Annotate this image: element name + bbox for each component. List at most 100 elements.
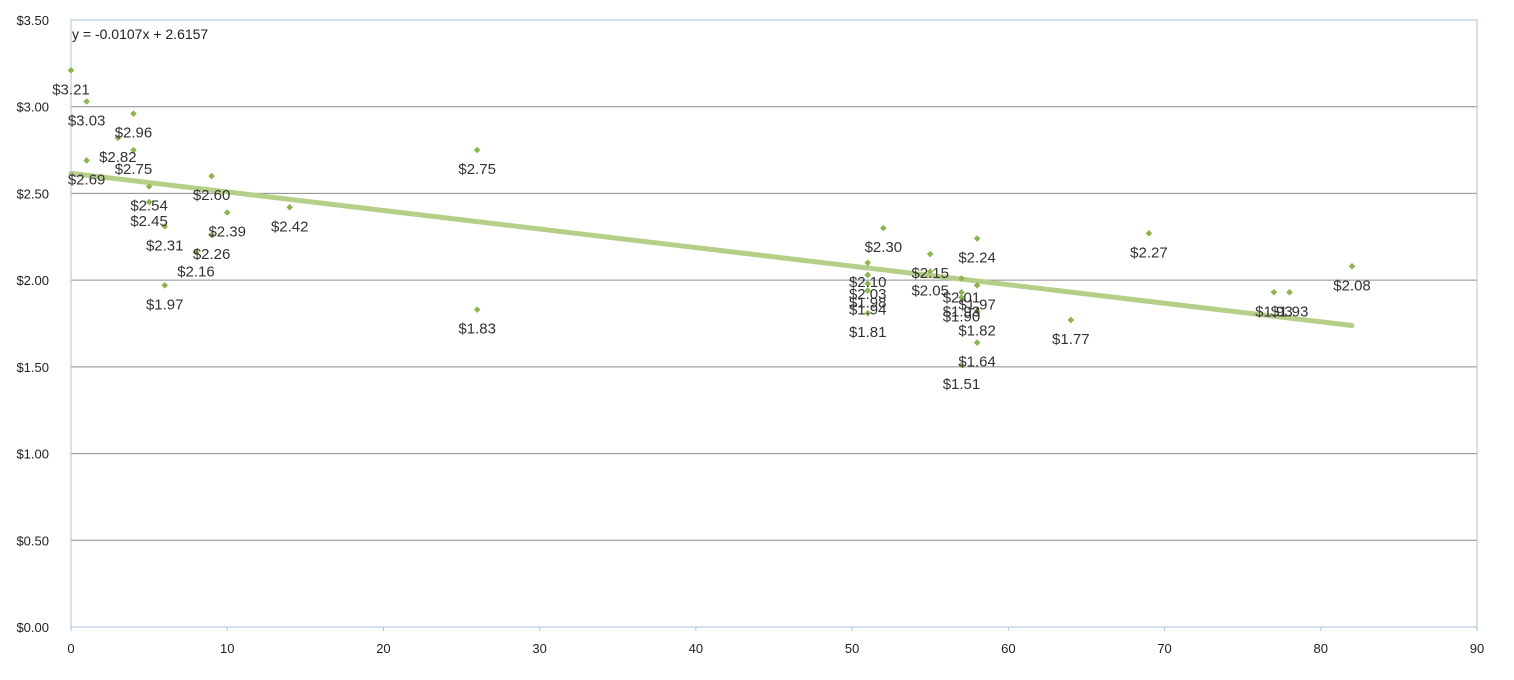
x-tick-label: 80	[1314, 641, 1328, 656]
data-point	[864, 259, 872, 267]
data-point-label: $2.60	[193, 187, 231, 204]
data-point-label: $2.54	[130, 197, 168, 214]
data-point-label: $2.75	[458, 161, 496, 178]
data-point	[67, 66, 75, 74]
y-tick-label: $3.00	[16, 100, 49, 115]
data-point	[161, 223, 169, 230]
data-point	[864, 271, 872, 279]
x-tick-label: 40	[689, 641, 703, 656]
data-point-label: $2.15	[911, 265, 949, 282]
data-point-label: $1.64	[958, 354, 996, 371]
data-point-label: $1.97	[958, 296, 996, 313]
data-point-label: $1.93	[943, 303, 981, 320]
data-point-label: $2.24	[958, 250, 996, 267]
data-point	[83, 157, 90, 164]
data-point	[864, 287, 872, 294]
data-point	[223, 209, 231, 216]
data-point-label: $2.45	[130, 213, 168, 230]
data-point-label: $1.51	[943, 376, 981, 393]
x-tick-label: 30	[532, 641, 546, 656]
data-labels: $3.21$3.03$2.96$2.82$2.75$2.69$2.60$2.54…	[52, 81, 1371, 393]
data-point-label: $2.96	[115, 125, 153, 142]
y-tick-label: $1.00	[16, 447, 49, 462]
data-point	[958, 361, 965, 369]
data-point	[1286, 288, 1293, 296]
data-point-label: $1.94	[849, 302, 887, 319]
data-point-label: $2.03	[849, 286, 887, 303]
data-point-label: $2.05	[911, 282, 949, 299]
data-point-label: $2.26	[193, 246, 231, 263]
y-tick-label: $2.50	[16, 186, 49, 201]
data-point-label: $3.03	[68, 113, 106, 130]
data-point	[130, 146, 137, 154]
data-point-label: $1.93	[1271, 303, 1309, 320]
data-point	[1348, 262, 1356, 270]
data-point	[161, 282, 169, 289]
data-point	[473, 306, 481, 313]
data-point-label: $1.98	[849, 295, 887, 312]
data-point-label: $2.69	[68, 171, 106, 188]
data-point	[958, 275, 965, 282]
plot-area-frame	[70, 19, 1478, 628]
data-point-label: $2.42	[271, 218, 309, 235]
data-point-label: $1.77	[1052, 331, 1090, 348]
y-tick-label: $0.00	[16, 620, 49, 635]
data-point	[208, 172, 215, 180]
data-point	[208, 231, 215, 239]
data-point	[83, 98, 90, 105]
y-tick-label: $1.50	[16, 360, 49, 375]
data-point	[973, 339, 981, 346]
trendline-equation: y = -0.0107x + 2.6157	[72, 26, 208, 42]
gridlines	[71, 106, 1477, 541]
data-point	[473, 146, 481, 154]
y-tick-label: $0.50	[16, 533, 49, 548]
data-point-label: $1.90	[943, 308, 981, 325]
x-tick-label: 90	[1470, 641, 1484, 656]
data-point	[114, 134, 122, 142]
data-point-label: $2.27	[1130, 244, 1168, 261]
data-point-label: $1.82	[958, 322, 996, 339]
data-point	[973, 282, 981, 289]
data-point	[958, 294, 965, 301]
data-point	[286, 204, 294, 211]
data-point	[145, 198, 153, 206]
data-point-label: $1.97	[146, 296, 184, 313]
data-point-label: $2.31	[146, 237, 184, 254]
data-point-label: $1.93	[1255, 303, 1293, 320]
data-point-label: $2.01	[943, 289, 981, 306]
data-point-label: $2.39	[208, 224, 246, 241]
data-point	[1270, 288, 1278, 296]
x-tick-label: 50	[845, 641, 859, 656]
data-point	[130, 110, 137, 117]
data-point-label: $2.75	[115, 161, 153, 178]
data-point	[1067, 316, 1075, 324]
data-point-label: $2.16	[177, 263, 215, 280]
data-point-label: $2.08	[1333, 277, 1371, 294]
y-axis-ticks: $0.00 $0.50 $1.00 $1.50 $2.00 $2.50 $3.00 $3.50	[16, 13, 49, 635]
x-tick-label: 60	[1001, 641, 1015, 656]
data-point-label: $3.21	[52, 81, 90, 98]
data-markers	[67, 66, 1356, 369]
data-point	[880, 224, 887, 232]
x-tick-label: 10	[220, 641, 234, 656]
data-point	[864, 280, 872, 287]
data-point	[926, 250, 934, 258]
x-tick-label: 0	[67, 641, 74, 656]
data-point	[1145, 230, 1153, 237]
data-point-label: $1.83	[458, 321, 496, 338]
y-tick-label: $2.00	[16, 273, 49, 288]
data-point-label: $2.10	[849, 274, 887, 291]
x-axis-ticks: 0 10 20 30 40 50 60 70 80 90	[67, 627, 1484, 656]
data-point	[973, 235, 981, 242]
data-point-label: $1.81	[849, 324, 887, 341]
data-point	[192, 249, 200, 256]
data-point-label: $2.30	[865, 239, 903, 256]
data-point	[973, 308, 981, 315]
data-point	[958, 288, 965, 296]
x-tick-label: 20	[376, 641, 390, 656]
y-tick-label: $3.50	[16, 13, 49, 28]
data-point	[145, 183, 153, 190]
data-point	[926, 268, 934, 275]
